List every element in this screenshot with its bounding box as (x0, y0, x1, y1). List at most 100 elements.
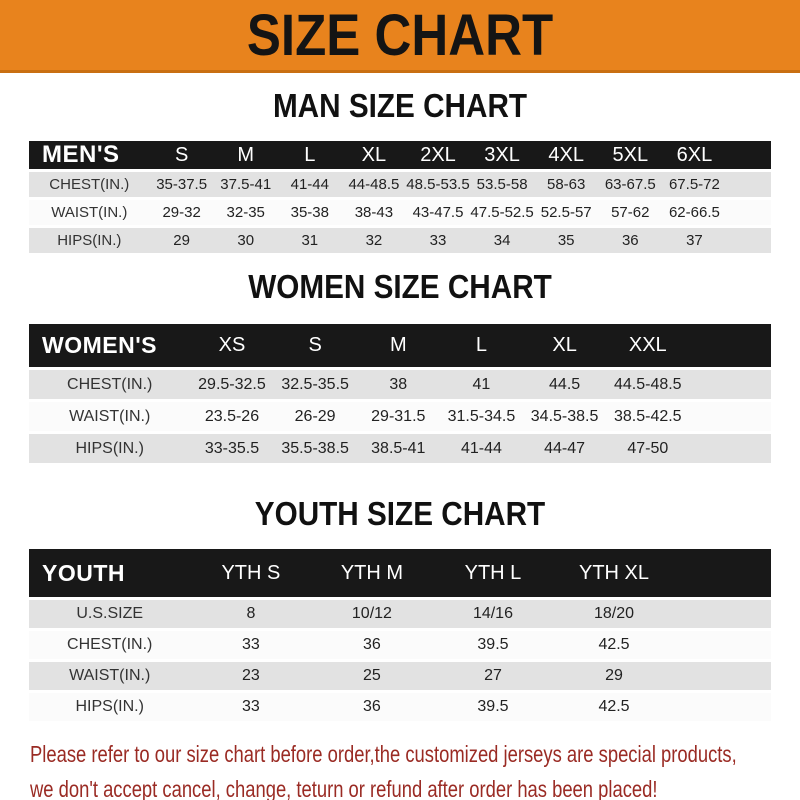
spacer-cell (674, 693, 771, 721)
size-value-cell: 8 (190, 600, 312, 628)
size-col-header: 5XL (598, 141, 663, 169)
section-men: MAN SIZE CHART MEN'S S M L XL 2XL 3XL 4XL 5XL 6XL… (0, 88, 800, 256)
women-size-table: WOMEN'S XS S M L XL XXL CHEST(IN.) 29.5-32.5 32.5… (29, 321, 771, 466)
size-header-row: YOUTH YTH S YTH M YTH L YTH XL (29, 549, 771, 597)
spacer-cell (689, 324, 771, 367)
men-section-heading: MAN SIZE CHART (272, 87, 528, 124)
size-value-cell: 10/12 (311, 600, 433, 628)
size-value-cell: 18/20 (553, 600, 675, 628)
size-col-header: 6XL (662, 141, 727, 169)
spacer-cell (674, 549, 771, 597)
size-col-header: YTH S (190, 549, 312, 597)
size-col-header: YTH L (432, 549, 554, 597)
youth-section-heading: YOUTH SIZE CHART (254, 495, 546, 532)
row-label-cell: HIPS(IN.) (29, 434, 191, 463)
size-value-cell: 48.5-53.5 (405, 172, 471, 197)
row-label-cell: CHEST(IN.) (29, 631, 191, 659)
size-row: WAIST(IN.) 23.5-26 26-29 29-31.5 31.5-34.5 34… (29, 402, 771, 431)
size-value-cell: 47-50 (606, 434, 690, 463)
size-value-cell: 33 (190, 631, 312, 659)
size-value-cell: 34 (470, 228, 535, 253)
size-value-cell: 26-29 (273, 402, 357, 431)
size-col-header: S (149, 141, 214, 169)
footer-notice: Please refer to our size chart before or… (0, 737, 800, 800)
size-value-cell: 33 (405, 228, 471, 253)
size-value-cell: 44-48.5 (341, 172, 406, 197)
size-value-cell: 35.5-38.5 (273, 434, 357, 463)
size-value-cell: 53.5-58 (470, 172, 535, 197)
women-section-heading: WOMEN SIZE CHART (248, 268, 552, 305)
size-value-cell: 29.5-32.5 (190, 370, 274, 399)
size-col-header: XS (190, 324, 274, 367)
size-value-cell: 32-35 (213, 200, 278, 225)
size-value-cell: 37.5-41 (213, 172, 278, 197)
size-value-cell: 29 (553, 662, 675, 690)
size-row: CHEST(IN.) 33 36 39.5 42.5 (29, 631, 771, 659)
size-value-cell: 38.5-42.5 (606, 402, 690, 431)
size-col-header: S (273, 324, 357, 367)
youth-size-table: YOUTH YTH S YTH M YTH L YTH XL U.S.SIZE 8 10/12… (29, 546, 771, 724)
row-label-cell: WAIST(IN.) (29, 402, 191, 431)
size-value-cell: 33-35.5 (190, 434, 274, 463)
banner: SIZE CHART (0, 0, 800, 73)
size-col-header: XXL (606, 324, 690, 367)
size-value-cell: 39.5 (432, 631, 554, 659)
size-value-cell: 62-66.5 (662, 200, 727, 225)
size-value-cell: 39.5 (432, 693, 554, 721)
size-value-cell: 58-63 (534, 172, 599, 197)
size-value-cell: 29-32 (149, 200, 214, 225)
notice-line-2: we don't accept cancel, change, teturn o… (30, 776, 658, 800)
spacer-cell (689, 402, 771, 431)
table-header-label: MEN'S (29, 141, 150, 169)
size-value-cell: 25 (311, 662, 433, 690)
section-women: WOMEN SIZE CHART WOMEN'S XS S M L XL XXL CHEST(… (0, 269, 800, 466)
size-col-header: 4XL (534, 141, 599, 169)
size-value-cell: 67.5-72 (662, 172, 727, 197)
size-col-header: L (277, 141, 342, 169)
size-col-header: 3XL (470, 141, 535, 169)
size-row: WAIST(IN.) 29-32 32-35 35-38 38-43 43-47.5 47.… (29, 200, 771, 225)
spacer-cell (674, 631, 771, 659)
size-col-header: XL (341, 141, 406, 169)
spacer-cell (726, 172, 771, 197)
spacer-cell (674, 600, 771, 628)
row-label-cell: WAIST(IN.) (29, 662, 191, 690)
size-value-cell: 43-47.5 (405, 200, 471, 225)
size-value-cell: 31 (277, 228, 342, 253)
size-value-cell: 41-44 (439, 434, 524, 463)
size-col-header: M (213, 141, 278, 169)
size-col-header: L (439, 324, 524, 367)
spacer-cell (726, 200, 771, 225)
size-value-cell: 35-37.5 (149, 172, 214, 197)
size-value-cell: 35-38 (277, 200, 342, 225)
size-value-cell: 44.5-48.5 (606, 370, 690, 399)
spacer-cell (689, 370, 771, 399)
size-value-cell: 63-67.5 (598, 172, 663, 197)
row-label-cell: CHEST(IN.) (29, 172, 150, 197)
size-value-cell: 14/16 (432, 600, 554, 628)
size-value-cell: 31.5-34.5 (439, 402, 524, 431)
size-value-cell: 42.5 (553, 693, 675, 721)
size-value-cell: 38.5-41 (356, 434, 440, 463)
size-value-cell: 29-31.5 (356, 402, 440, 431)
row-label-cell: HIPS(IN.) (29, 228, 150, 253)
size-col-header: XL (523, 324, 607, 367)
size-header-row: MEN'S S M L XL 2XL 3XL 4XL 5XL 6XL (29, 141, 771, 169)
size-value-cell: 42.5 (553, 631, 675, 659)
spacer-cell (674, 662, 771, 690)
spacer-cell (726, 228, 771, 253)
size-value-cell: 37 (662, 228, 727, 253)
table-header-label: YOUTH (29, 549, 191, 597)
size-col-header: YTH XL (553, 549, 675, 597)
size-value-cell: 41 (439, 370, 524, 399)
size-value-cell: 36 (311, 693, 433, 721)
size-value-cell: 34.5-38.5 (523, 402, 607, 431)
spacer-cell (726, 141, 771, 169)
size-row: CHEST(IN.) 29.5-32.5 32.5-35.5 38 41 44.5 44.5… (29, 370, 771, 399)
section-youth: YOUTH SIZE CHART YOUTH YTH S YTH M YTH L YTH… (0, 496, 800, 724)
size-value-cell: 38 (356, 370, 440, 399)
size-value-cell: 52.5-57 (534, 200, 599, 225)
size-row: HIPS(IN.) 33-35.5 35.5-38.5 38.5-41 41-44 44-… (29, 434, 771, 463)
size-value-cell: 30 (213, 228, 278, 253)
